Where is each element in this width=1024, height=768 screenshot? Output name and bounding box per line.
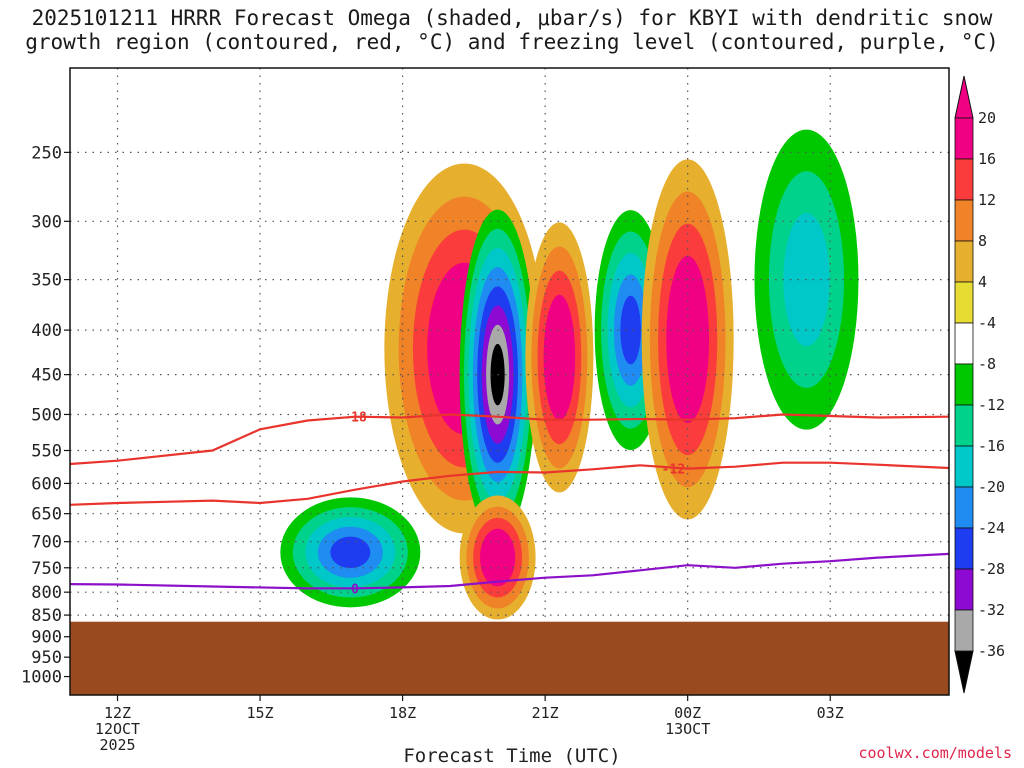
y-tick-label: 650	[31, 505, 62, 525]
x-tick-label: 03Z	[817, 704, 844, 722]
plot-frame	[69, 67, 950, 696]
colorbar-over-arrow	[954, 75, 974, 119]
colorbar-label: 12	[978, 191, 996, 209]
colorbar-label: 4	[978, 273, 987, 291]
colorbar-band	[954, 404, 974, 447]
contour-dendritic-18c	[70, 413, 949, 466]
y-tick-label: 250	[31, 143, 62, 163]
y-tick-label: 400	[31, 321, 62, 341]
colorbar-label: 8	[978, 232, 987, 250]
y-tick-label: 450	[31, 366, 62, 386]
omega-band	[330, 536, 371, 569]
title-line-2: growth region (contoured, red, °C) and f…	[25, 30, 999, 54]
title-line-1: 2025101211 HRRR Forecast Omega (shaded, …	[31, 6, 993, 30]
x-tick-label: 12OCT	[95, 720, 140, 738]
x-axis-label: Forecast Time (UTC)	[403, 745, 621, 767]
temperature-contours: -18 -12 0	[70, 411, 949, 597]
y-tick-label: 1000	[21, 668, 62, 688]
y-tick-label: 750	[31, 559, 62, 579]
contour-label: 0	[351, 582, 359, 597]
y-tick-label: 500	[31, 405, 62, 425]
x-tick-label: 13OCT	[665, 720, 710, 738]
y-tick-label: 700	[31, 533, 62, 553]
omega-band	[486, 539, 509, 576]
x-tick-label: 12Z	[104, 704, 131, 722]
omega-low-sink-core-17z	[280, 497, 421, 608]
colorbar-label: -20	[978, 478, 1005, 496]
colorbar-label: -36	[978, 642, 1005, 660]
y-tick-label: 850	[31, 606, 62, 626]
colorbar-under-arrow	[954, 650, 974, 694]
omega-band	[549, 318, 570, 397]
y-tick-label: 600	[31, 474, 62, 494]
colorbar-band	[954, 117, 974, 160]
omega-rise-core-21z	[525, 222, 594, 493]
colorbar-label: -12	[978, 396, 1005, 414]
x-tick-label: 00Z	[674, 704, 701, 722]
colorbar-band	[954, 486, 974, 529]
colorbar-label: -8	[978, 355, 996, 373]
colorbar-label: -4	[978, 314, 996, 332]
colorbar-band	[954, 445, 974, 488]
colorbar-label: 20	[978, 109, 996, 127]
y-tick-label: 300	[31, 212, 62, 232]
colorbar-label: -28	[978, 560, 1005, 578]
colorbar-label: -24	[978, 519, 1005, 537]
y-tick-label: 350	[31, 271, 62, 291]
colorbar-band	[954, 240, 974, 283]
colorbar-label: -32	[978, 601, 1005, 619]
y-tick-label: 550	[31, 442, 62, 462]
y-axis-ticks: 2503003504004505005506006507007508008509…	[21, 143, 70, 688]
colorbar-label: 16	[978, 150, 996, 168]
colorbar-band	[954, 199, 974, 242]
x-tick-label: 15Z	[247, 704, 274, 722]
terrain-below-ground	[70, 621, 949, 695]
x-tick-label: 21Z	[532, 704, 559, 722]
y-tick-label: 950	[31, 648, 62, 668]
chart-title: 2025101211 HRRR Forecast Omega (shaded, …	[0, 6, 1024, 54]
y-tick-label: 800	[31, 583, 62, 603]
x-tick-label: 18Z	[389, 704, 416, 722]
y-tick-label: 900	[31, 628, 62, 648]
plot-area: -18 -12 0	[70, 68, 949, 695]
colorbar-band	[954, 609, 974, 652]
contour-label: -18	[343, 411, 367, 426]
colorbar-band	[954, 568, 974, 611]
colorbar-band	[954, 363, 974, 406]
colorbar-band	[954, 322, 974, 365]
credit-link[interactable]: coolwx.com/models	[858, 744, 1012, 762]
x-tick-label: 2025	[99, 736, 135, 754]
colorbar: 20 16 12 8 4 -4 -8 -12 -16 -20 -24 -28 -32 -36	[954, 75, 1005, 694]
colorbar-band	[954, 158, 974, 201]
omega-band	[620, 295, 641, 365]
omega-low-rise-core-20z	[459, 495, 536, 620]
contour-dendritic-12c	[70, 461, 949, 506]
omega-field	[280, 129, 859, 620]
contour-freezing-level-0c	[70, 552, 949, 590]
colorbar-label: -16	[978, 437, 1005, 455]
colorbar-band	[954, 281, 974, 324]
contour-label: -12	[662, 463, 685, 478]
colorbar-band	[954, 527, 974, 570]
